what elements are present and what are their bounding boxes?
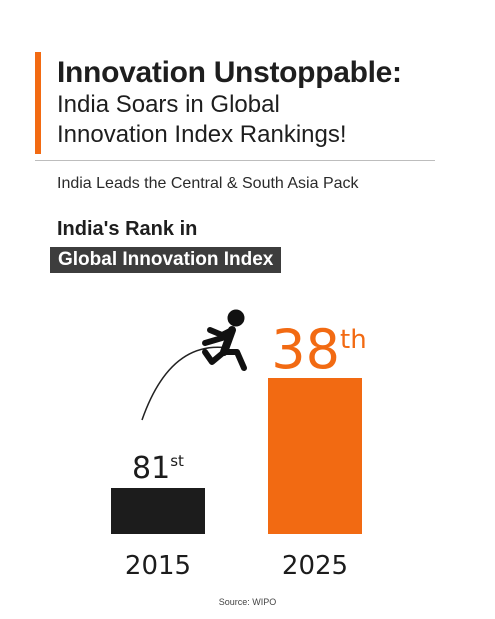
accent-bar [35, 52, 41, 154]
headline: Innovation Unstoppable: India Soars in G… [57, 56, 477, 150]
chart-heading: India's Rank in [57, 218, 198, 240]
subtitle: India Leads the Central & South Asia Pac… [57, 175, 359, 192]
source-note: Source: WIPO [218, 597, 277, 607]
headline-line-2: India Soars in Global [57, 91, 280, 118]
divider [35, 160, 435, 161]
bar-2015 [111, 488, 205, 534]
x-label-2015: 2015 [125, 551, 191, 581]
jump-arc [141, 346, 229, 421]
rank-bar-chart: 81st 38th 2015 2025 [111, 309, 367, 581]
headline-line-3: Innovation Index Rankings! [57, 121, 347, 148]
jumping-person-icon [202, 309, 247, 371]
chart-heading-highlight: Global Innovation Index [50, 247, 282, 273]
value-label-2025: 38th [271, 318, 366, 381]
x-label-2025: 2025 [282, 551, 348, 581]
bar-2025 [268, 378, 362, 534]
headline-line-1: Innovation Unstoppable: [57, 56, 402, 89]
value-label-2015: 81st [132, 451, 184, 486]
